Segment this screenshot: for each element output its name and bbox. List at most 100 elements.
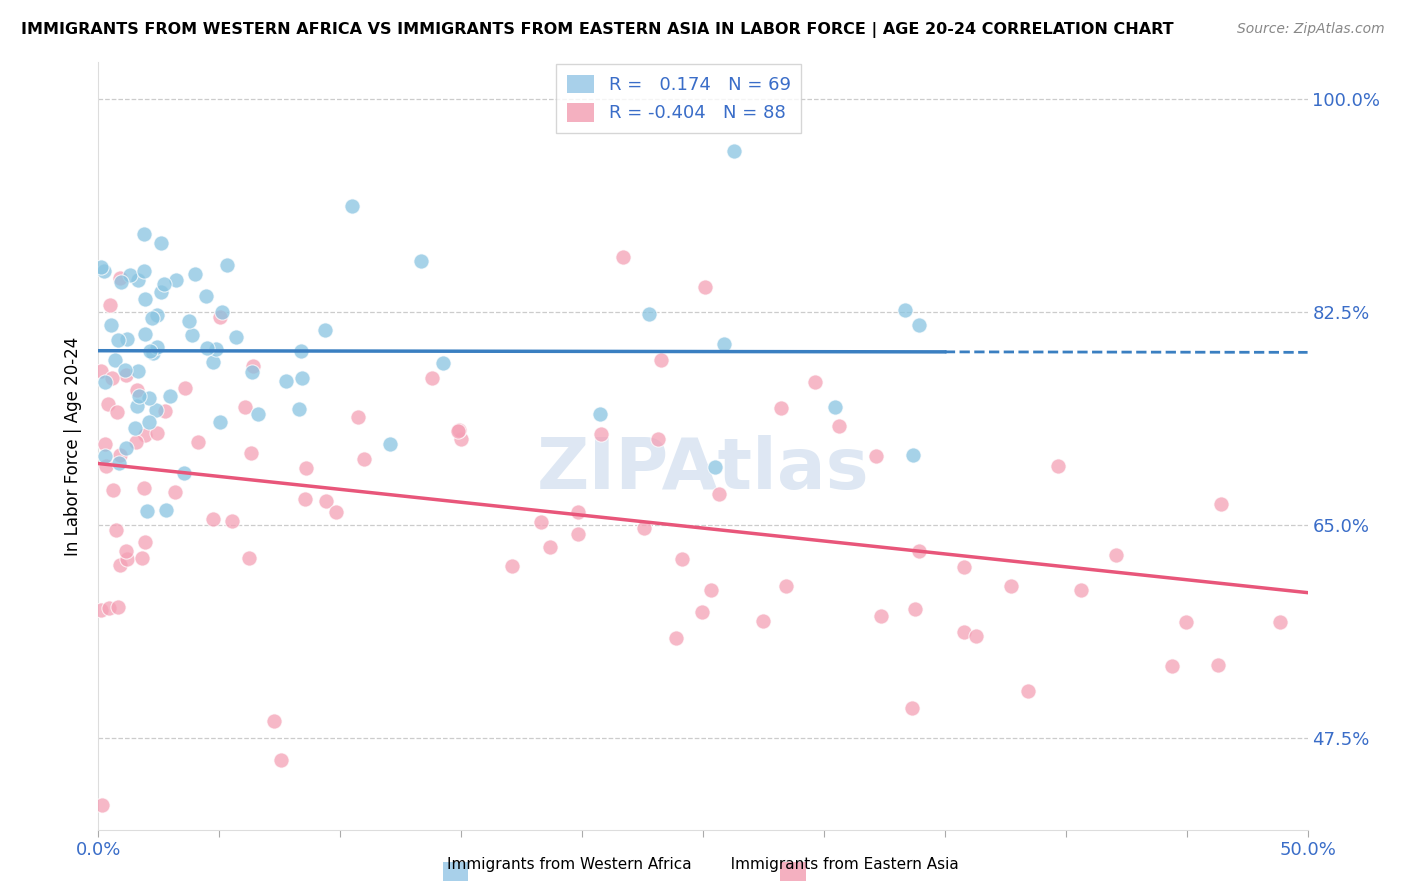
Point [215, 258, 238, 272]
Point [612, 250, 634, 264]
Point [153, 404, 176, 418]
Point [270, 753, 292, 767]
Point [671, 552, 693, 566]
Point [1105, 549, 1128, 563]
Text: IMMIGRANTS FROM WESTERN AFRICA VS IMMIGRANTS FROM EASTERN ASIA IN LABOR FORCE | : IMMIGRANTS FROM WESTERN AFRICA VS IMMIGR… [21, 22, 1174, 38]
Point [288, 402, 311, 417]
Point [824, 400, 846, 414]
Point [665, 632, 688, 646]
Point [723, 144, 745, 158]
Point [142, 346, 165, 360]
Point [908, 318, 931, 333]
Point [965, 629, 987, 643]
Point [120, 268, 142, 282]
Point [901, 701, 924, 715]
Point [538, 540, 561, 554]
Point [145, 402, 167, 417]
Point [340, 199, 363, 213]
Point [150, 236, 173, 251]
Point [131, 551, 153, 566]
Point [124, 421, 146, 435]
Point [114, 368, 136, 382]
Point [114, 544, 136, 558]
Point [134, 326, 156, 341]
Point [347, 410, 370, 425]
Point [187, 434, 209, 449]
Point [235, 400, 257, 414]
Point [263, 714, 285, 728]
Point [136, 504, 159, 518]
Text: Source: ZipAtlas.com: Source: ZipAtlas.com [1237, 22, 1385, 37]
Point [901, 448, 924, 462]
Point [107, 599, 129, 614]
Point [1000, 578, 1022, 592]
Point [240, 445, 263, 459]
Point [125, 399, 148, 413]
Point [100, 318, 122, 332]
Point [238, 551, 260, 566]
Point [589, 407, 612, 421]
Point [90, 260, 112, 274]
Point [952, 625, 974, 640]
Point [242, 365, 264, 379]
Point [97, 397, 120, 411]
Point [447, 424, 470, 438]
Point [378, 436, 401, 450]
Point [107, 456, 129, 470]
Point [110, 270, 132, 285]
Point [159, 388, 181, 402]
Point [205, 342, 228, 356]
Point [1174, 615, 1197, 629]
Point [181, 328, 204, 343]
Point [194, 289, 217, 303]
Point [101, 370, 124, 384]
Point [314, 322, 336, 336]
Point [709, 487, 731, 501]
Point [115, 332, 138, 346]
Point [125, 435, 148, 450]
Point [138, 415, 160, 429]
Point [865, 449, 887, 463]
Point [153, 277, 176, 291]
Point [411, 254, 433, 268]
Point [501, 559, 523, 574]
Point [108, 558, 131, 572]
Point [165, 272, 187, 286]
Point [242, 359, 264, 373]
Point [110, 448, 132, 462]
Point [90, 798, 112, 813]
Point [114, 441, 136, 455]
Point [98, 601, 121, 615]
Point [907, 543, 929, 558]
Point [1017, 684, 1039, 698]
Point [325, 505, 347, 519]
Point [173, 466, 195, 480]
Point [138, 391, 160, 405]
Point [183, 267, 205, 281]
Point [104, 352, 127, 367]
Point [1206, 658, 1229, 673]
Point [94, 376, 117, 390]
Point [201, 355, 224, 369]
Point [713, 336, 735, 351]
Point [432, 356, 454, 370]
Point [173, 381, 195, 395]
Point [150, 285, 173, 300]
Point [567, 527, 589, 541]
Point [700, 582, 723, 597]
Point [953, 560, 976, 574]
Point [209, 415, 232, 429]
Point [703, 459, 725, 474]
Text: Immigrants from Western Africa        Immigrants from Eastern Asia: Immigrants from Western Africa Immigrant… [447, 857, 959, 872]
Point [134, 534, 156, 549]
Point [208, 310, 231, 325]
Point [450, 432, 472, 446]
Point [110, 276, 132, 290]
Point [1268, 615, 1291, 629]
Point [195, 341, 218, 355]
Point [353, 451, 375, 466]
Point [104, 523, 127, 537]
Point [134, 428, 156, 442]
Point [752, 615, 775, 629]
Text: ZIPAtlas: ZIPAtlas [537, 434, 869, 503]
